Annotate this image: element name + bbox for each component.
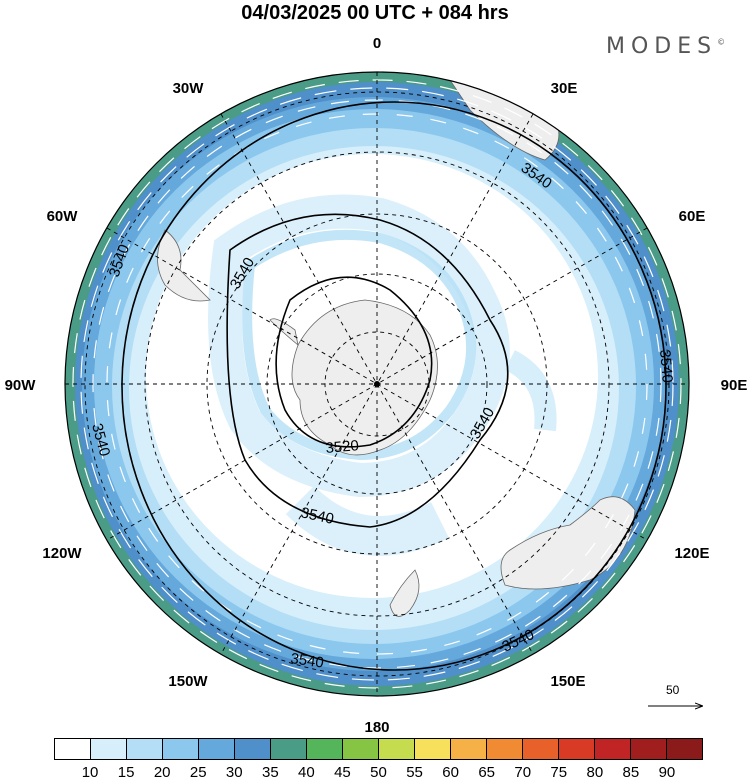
contour-label: 3520 (325, 437, 360, 457)
colorbar-tick-label: 10 (81, 764, 99, 781)
lon-label-0: 0 (373, 35, 381, 52)
colorbar-tick-label: 35 (261, 764, 279, 781)
colorbar-tick-label: 25 (189, 764, 207, 781)
colorbar-tick-label: 80 (586, 764, 604, 781)
lon-label-60w: 60W (47, 208, 79, 225)
colorbar-tick-label: 90 (658, 764, 676, 781)
colorbar-swatch (163, 739, 199, 759)
colorbar-swatch (451, 739, 487, 759)
lon-label-60e: 60E (679, 208, 706, 225)
colorbar-swatch (667, 739, 702, 759)
colorbar-swatch (91, 739, 127, 759)
colorbar-swatch (379, 739, 415, 759)
south-pole-marker (374, 381, 380, 387)
colorbar-tick-label: 70 (514, 764, 532, 781)
colorbar-tick-label: 60 (442, 764, 459, 781)
colorbar-swatch (631, 739, 667, 759)
new-zealand (389, 569, 420, 617)
colorbar-swatch (271, 739, 307, 759)
colorbar-tick-label: 65 (478, 764, 495, 781)
australia (500, 496, 636, 590)
lon-label-30e: 30E (551, 80, 578, 97)
copyright-mark: © (717, 37, 726, 47)
colorbar-swatch (523, 739, 559, 759)
colorbar-swatch (595, 739, 631, 759)
colorbar-swatch (559, 739, 595, 759)
lon-label-90e: 90E (721, 377, 748, 394)
colorbar (54, 738, 703, 760)
lon-label-150e: 150E (550, 673, 585, 690)
colorbar-swatch (487, 739, 523, 759)
lon-label-150w: 150W (168, 673, 208, 690)
map-title: 04/03/2025 00 UTC + 084 hrs (241, 2, 509, 24)
colorbar-tick-label: 30 (225, 764, 243, 781)
contour-label: 3540 (656, 349, 676, 384)
land-masses (157, 79, 636, 617)
colorbar-swatch (55, 739, 91, 759)
south-america (157, 229, 211, 302)
vector-reference-label: 50 (666, 683, 680, 697)
antarctic-peninsula (269, 318, 299, 347)
colorbar-tick-label: 50 (370, 764, 387, 781)
colorbar-tick-label: 40 (298, 764, 315, 781)
contour-label: 3540 (289, 650, 324, 671)
colorbar-tick-label: 55 (406, 764, 423, 781)
east-jet-band (504, 350, 557, 432)
brand-logo: MODES© (606, 34, 725, 59)
colorbar-swatch (127, 739, 163, 759)
colorbar-tick-label: 20 (153, 764, 171, 781)
map-border (64, 71, 690, 697)
colorbar-tick-label: 85 (622, 764, 640, 781)
contour-3540-outer (121, 101, 667, 671)
lon-label-120w: 120W (42, 545, 82, 562)
antarctica (291, 299, 438, 456)
colorbar-swatch (235, 739, 271, 759)
lon-label-180: 180 (364, 719, 389, 736)
colorbar-swatch (343, 739, 379, 759)
south-jet-band (285, 485, 449, 556)
height-contours (121, 101, 667, 671)
colorbar-swatch (199, 739, 235, 759)
colorbar-tick-label: 45 (334, 764, 351, 781)
brand-name: MODES (606, 34, 718, 59)
colorbar-tick-label: 75 (550, 764, 568, 781)
colorbar-swatch (307, 739, 343, 759)
colorbar-labels: 10 15 20 25 30 35 40 45 50 55 60 65 70 75 80 85 90 (0, 764, 750, 782)
lon-label-30w: 30W (173, 80, 205, 97)
lon-label-120e: 120E (674, 545, 709, 562)
contour-label: 3540 (299, 504, 335, 528)
contour-3520 (275, 276, 433, 448)
lon-label-90w: 90W (5, 377, 37, 394)
colorbar-swatch (415, 739, 451, 759)
colorbar-tick-label: 15 (117, 764, 135, 781)
inner-jet-band (208, 194, 510, 498)
inner-jet-core (242, 229, 477, 461)
longitude-labels: 0 180 30W 60W 90W 120W 150W 30E 60E 90E … (5, 35, 748, 736)
contour-3540-inner (226, 213, 509, 528)
